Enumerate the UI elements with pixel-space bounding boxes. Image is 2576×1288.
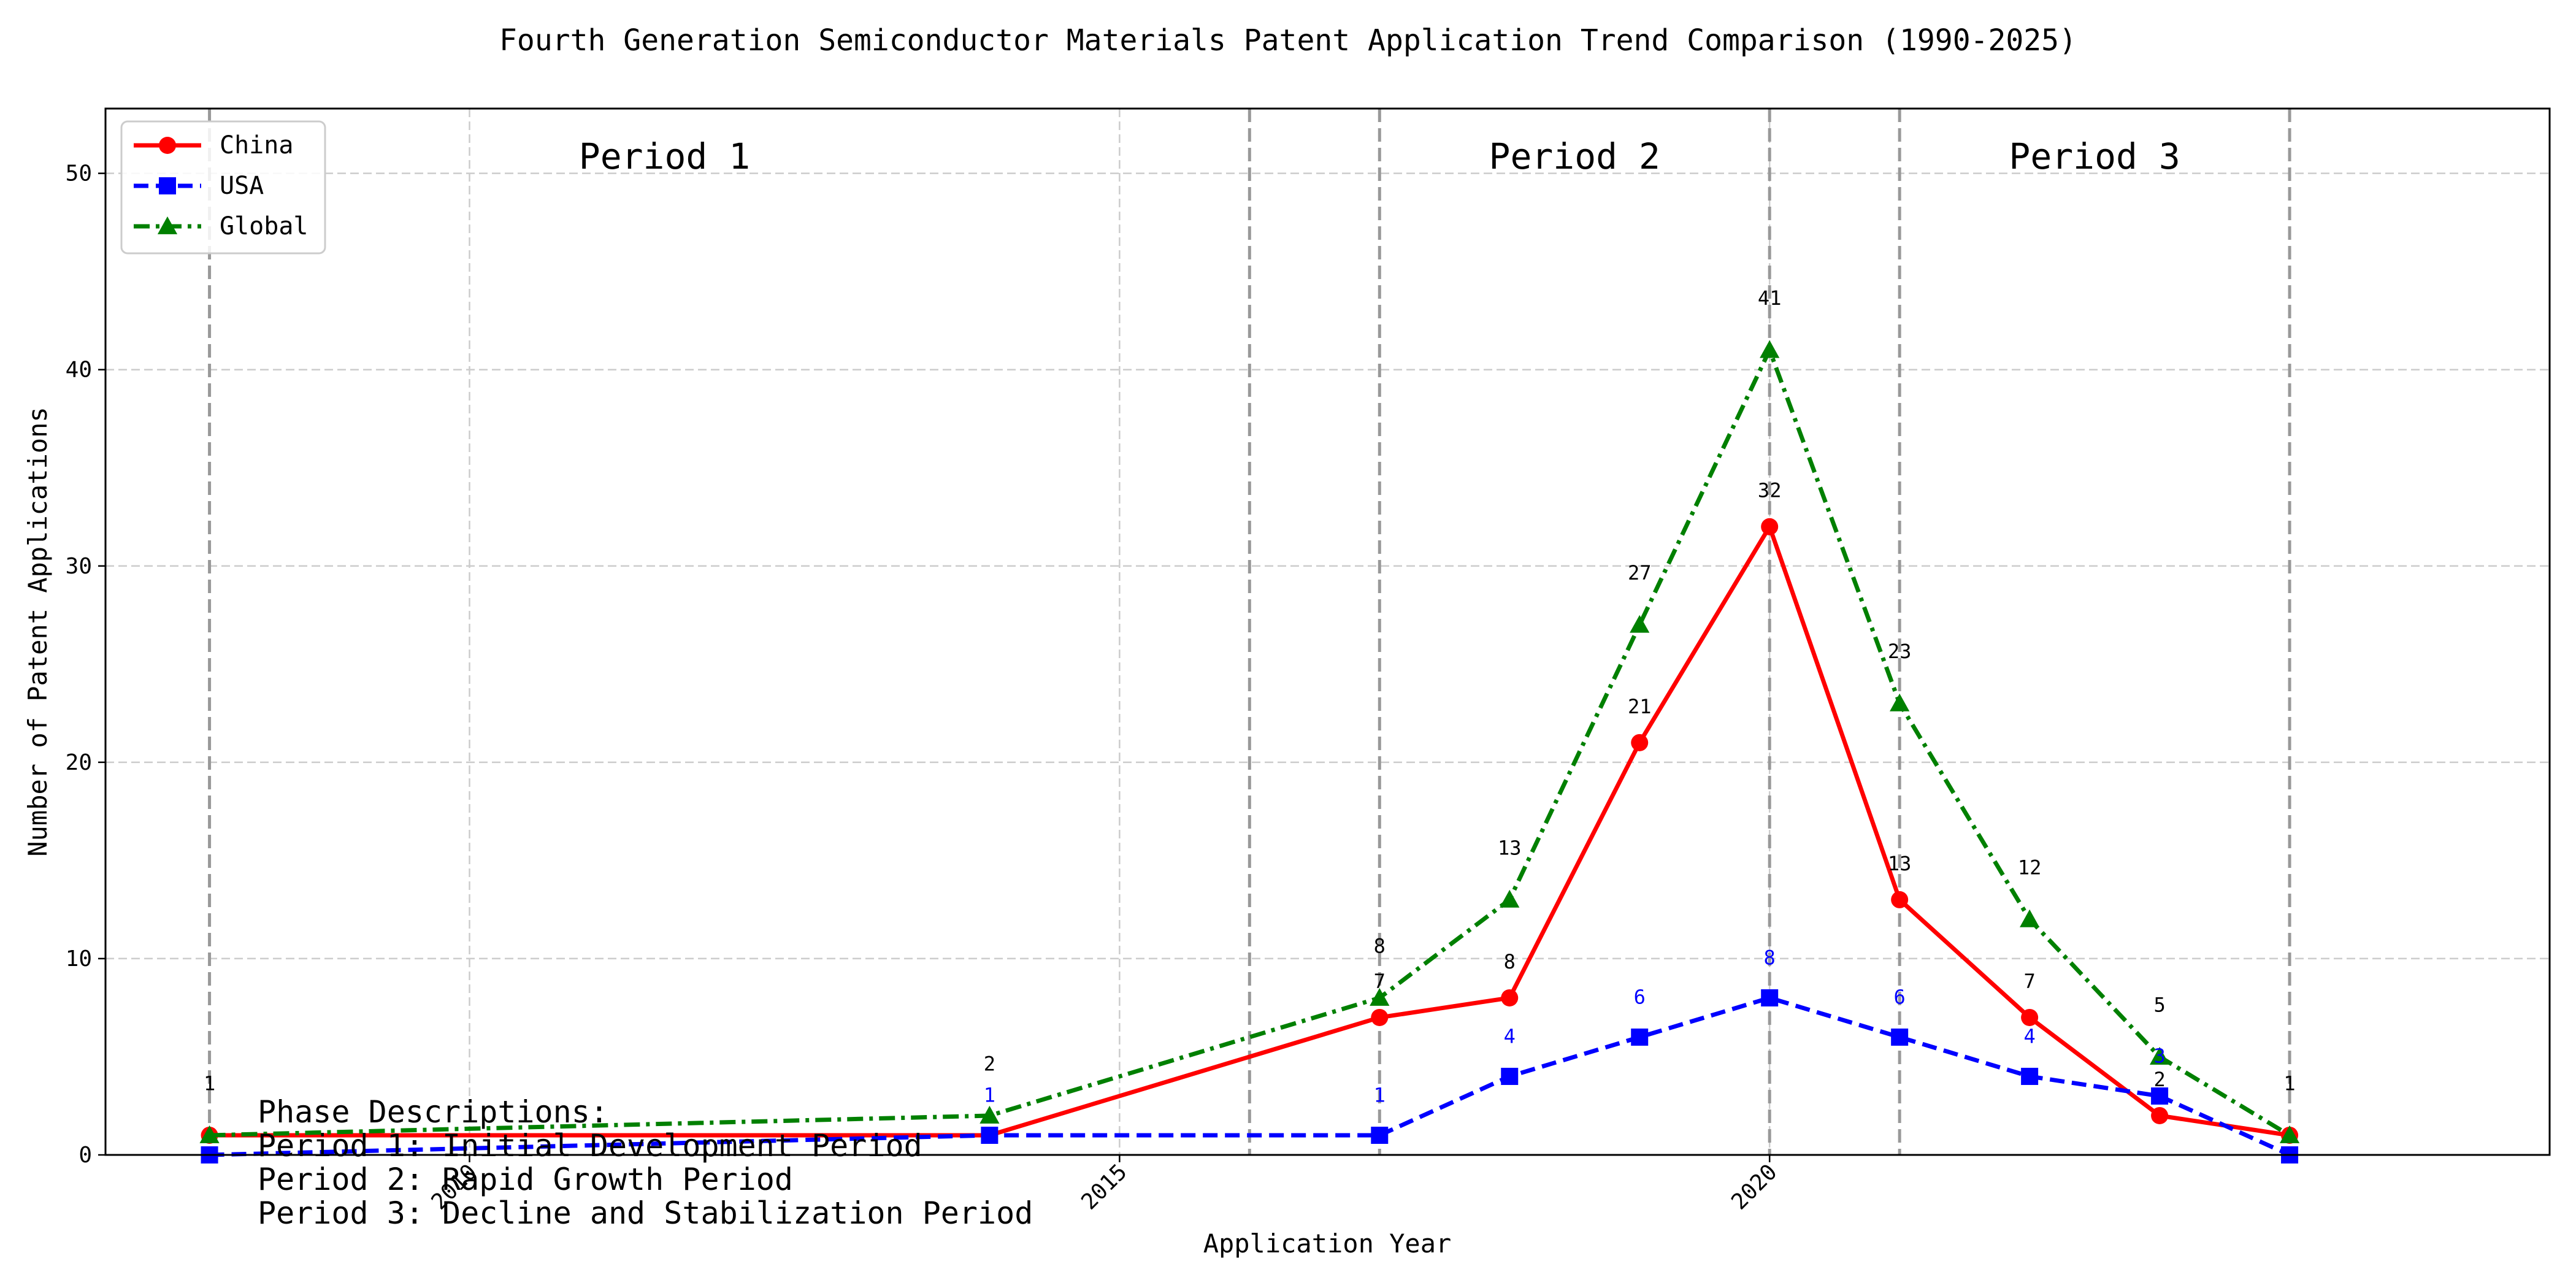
y-tick-label: 20 [66, 750, 92, 775]
phase-description-3: Period 3: Decline and Stabilization Peri… [258, 1195, 1033, 1231]
legend-usa-label: USA [220, 172, 264, 200]
y-tick-label: 30 [66, 554, 92, 579]
global-data-label: 13 [1498, 836, 1522, 859]
china-data-label: 7 [1374, 970, 1386, 993]
global-point [1760, 340, 1779, 358]
period-label-2: Period 2 [1489, 136, 1660, 177]
usa-point [1891, 1029, 1908, 1046]
axis-layer: 01020304050201020152020 [66, 161, 1782, 1215]
legend-global-label: Global [220, 212, 309, 240]
usa-data-label: 4 [1504, 1025, 1516, 1048]
chart-title: Fourth Generation Semiconductor Material… [499, 23, 2077, 58]
china-data-label: 7 [2023, 970, 2035, 993]
x-axis-label: Application Year [1203, 1229, 1452, 1259]
global-data-label: 8 [1374, 934, 1386, 957]
usa-data-label: 6 [1634, 986, 1646, 1009]
x-tick-label: 2020 [1727, 1159, 1782, 1214]
phase-description-1: Period 1: Initial Development Period [258, 1128, 922, 1163]
global-data-label: 12 [2018, 856, 2042, 879]
legend-usa-marker [159, 177, 176, 194]
china-point [1501, 989, 1518, 1006]
china-point [2021, 1009, 2038, 1026]
phase-boundary-lines [210, 109, 2290, 1155]
usa-data-label: 1 [1374, 1084, 1386, 1107]
usa-point [1631, 1029, 1648, 1046]
global-point [1890, 694, 1909, 711]
y-axis-label: Number of Patent Applications [23, 407, 53, 856]
usa-point [2021, 1068, 2038, 1085]
global-point [1500, 890, 1519, 908]
china-point [1761, 518, 1778, 535]
phase-description-2: Period 2: Rapid Growth Period [258, 1162, 793, 1197]
plot-frame [105, 109, 2550, 1155]
china-data-label: 8 [1504, 950, 1516, 973]
y-tick-label: 10 [66, 946, 92, 972]
china-data-label: 32 [1758, 479, 1782, 502]
usa-data-label: 1 [984, 1084, 995, 1107]
y-tick-label: 50 [66, 161, 92, 186]
period-label-1: Period 1 [579, 136, 750, 177]
global-data-label: 23 [1888, 640, 1912, 663]
y-tick-label: 0 [79, 1143, 92, 1168]
usa-point [981, 1127, 998, 1144]
global-data-label: 2 [984, 1052, 995, 1075]
usa-data-label: 3 [2153, 1045, 2165, 1068]
usa-point [1501, 1068, 1518, 1085]
usa-point [1761, 989, 1778, 1006]
grid-layer [105, 109, 2550, 1155]
china-data-label: 2 [2153, 1068, 2165, 1091]
usa-data-label: 4 [2023, 1025, 2035, 1048]
usa-data-label: 6 [1894, 986, 1906, 1009]
global-data-label: 1 [204, 1071, 215, 1095]
phase-descriptions-heading: Phase Descriptions: [258, 1094, 608, 1130]
global-data-label: 27 [1628, 561, 1652, 585]
legend: China USA Global [121, 121, 325, 253]
china-point [1891, 891, 1908, 908]
global-point [2020, 910, 2039, 927]
usa-point [1371, 1127, 1388, 1144]
x-tick-label: 2015 [1076, 1159, 1132, 1214]
global-point [1630, 615, 1649, 633]
period-label-3: Period 3 [2009, 136, 2180, 177]
global-data-label: 1 [2283, 1071, 2295, 1095]
china-point [2151, 1107, 2168, 1124]
phase-descriptions: Phase Descriptions: Period 1: Initial De… [258, 1094, 1033, 1231]
global-data-label: 5 [2153, 993, 2165, 1016]
usa-data-label: 8 [1764, 946, 1776, 970]
china-data-label: 13 [1888, 852, 1912, 875]
legend-china-label: China [220, 131, 293, 159]
legend-china-marker [159, 137, 176, 154]
global-data-label: 41 [1758, 286, 1782, 310]
china-data-label: 21 [1628, 695, 1652, 718]
y-tick-label: 40 [66, 358, 92, 383]
china-point [1371, 1009, 1388, 1026]
china-point [1631, 734, 1648, 751]
